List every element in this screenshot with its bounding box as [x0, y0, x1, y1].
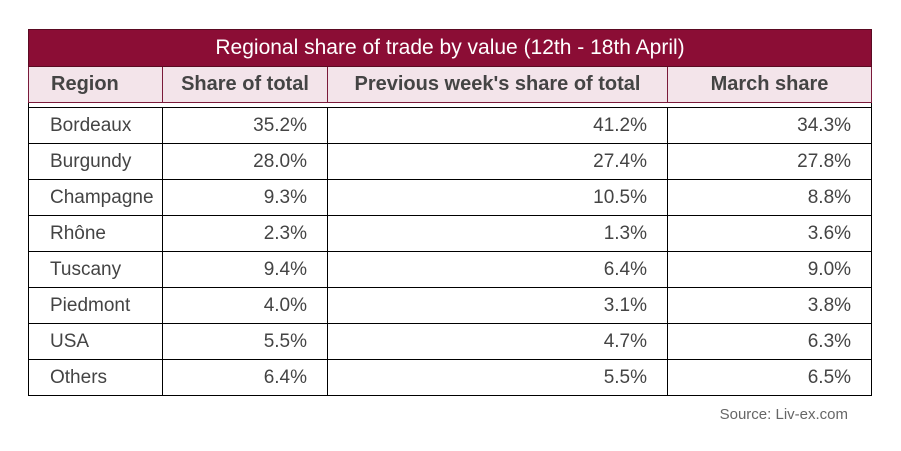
table-row: Bordeaux 35.2% 41.2% 34.3% [28, 107, 873, 144]
region-cell: USA [28, 323, 163, 360]
trade-table-container: Regional share of trade by value (12th -… [27, 29, 873, 396]
share-cell: 35.2% [162, 107, 328, 144]
march-cell: 27.8% [666, 143, 873, 180]
previous-week-cell: 4.7% [327, 323, 668, 360]
march-cell: 8.8% [666, 179, 873, 216]
header-row: Region Share of total Previous week's sh… [28, 66, 873, 103]
share-cell: 5.5% [162, 323, 328, 360]
regional-share-table: Regional share of trade by value (12th -… [27, 29, 873, 396]
region-cell: Others [28, 359, 163, 396]
source-credit: Source: Liv-ex.com [719, 406, 848, 423]
previous-week-cell: 5.5% [327, 359, 668, 396]
march-cell: 9.0% [666, 251, 873, 288]
share-cell: 2.3% [162, 215, 328, 252]
share-cell: 6.4% [162, 359, 328, 396]
table-row: Burgundy 28.0% 27.4% 27.8% [28, 143, 873, 180]
region-cell: Tuscany [28, 251, 163, 288]
march-cell: 3.8% [666, 287, 873, 324]
share-cell: 9.4% [162, 251, 328, 288]
column-header-share: Share of total [162, 66, 328, 103]
share-cell: 9.3% [162, 179, 328, 216]
table-row: USA 5.5% 4.7% 6.3% [28, 323, 873, 360]
table-row: Champagne 9.3% 10.5% 8.8% [28, 179, 873, 216]
previous-week-cell: 41.2% [327, 107, 668, 144]
region-cell: Rhône [28, 215, 163, 252]
region-cell: Champagne [28, 179, 163, 216]
table-title: Regional share of trade by value (12th -… [27, 29, 873, 67]
march-cell: 6.5% [666, 359, 873, 396]
previous-week-cell: 10.5% [327, 179, 668, 216]
table-row: Piedmont 4.0% 3.1% 3.8% [28, 287, 873, 324]
share-cell: 28.0% [162, 143, 328, 180]
previous-week-cell: 3.1% [327, 287, 668, 324]
region-cell: Piedmont [28, 287, 163, 324]
march-cell: 3.6% [666, 215, 873, 252]
region-cell: Burgundy [28, 143, 163, 180]
header-spacer [27, 102, 873, 108]
region-cell: Bordeaux [28, 107, 163, 144]
march-cell: 6.3% [666, 323, 873, 360]
previous-week-cell: 1.3% [327, 215, 668, 252]
previous-week-cell: 6.4% [327, 251, 668, 288]
title-row: Regional share of trade by value (12th -… [27, 29, 873, 67]
table-row: Tuscany 9.4% 6.4% 9.0% [28, 251, 873, 288]
column-header-region: Region [28, 66, 163, 103]
column-header-previous-week: Previous week's share of total [327, 66, 668, 103]
table-row: Rhône 2.3% 1.3% 3.6% [28, 215, 873, 252]
previous-week-cell: 27.4% [327, 143, 668, 180]
column-header-march: March share [666, 66, 873, 103]
table-row: Others 6.4% 5.5% 6.5% [28, 359, 873, 396]
march-cell: 34.3% [666, 107, 873, 144]
share-cell: 4.0% [162, 287, 328, 324]
